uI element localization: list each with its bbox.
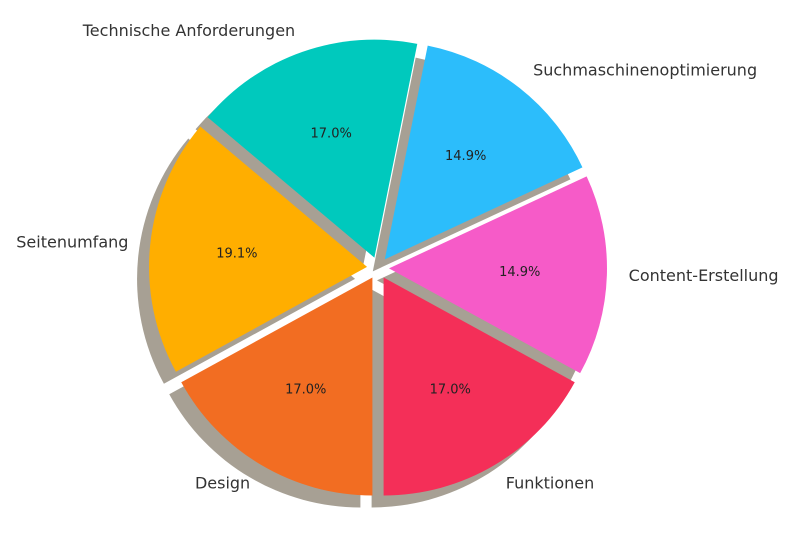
- slice-label: Suchmaschinenoptimierung: [533, 60, 757, 79]
- value-label: 14.9%: [499, 265, 540, 280]
- slice: [383, 277, 575, 496]
- value-label: 17.0%: [311, 127, 352, 142]
- value-label: 17.0%: [430, 383, 471, 398]
- slice: [181, 277, 373, 496]
- slice-label: Seitenumfang: [16, 233, 128, 252]
- slice: [384, 45, 583, 260]
- slice-label: Design: [195, 473, 250, 492]
- value-label: 19.1%: [216, 246, 257, 261]
- slice: [149, 126, 368, 372]
- value-label: 17.0%: [285, 383, 326, 398]
- value-label: 14.9%: [445, 149, 486, 164]
- slice: [207, 39, 418, 258]
- slice-label: Content-Erstellung: [629, 266, 779, 285]
- slice-label: Funktionen: [506, 473, 595, 492]
- slice-label: Technische Anforderungen: [82, 21, 295, 40]
- slice: [388, 176, 607, 374]
